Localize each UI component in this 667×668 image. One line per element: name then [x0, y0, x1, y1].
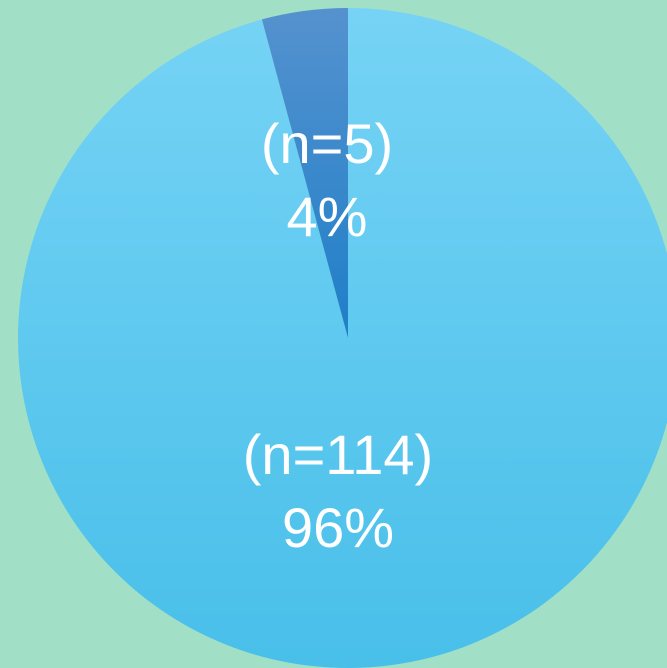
pie-labels: (n=114) 96% (n=5) 4% [243, 112, 433, 559]
slice-label-percent-small: 4% [287, 185, 368, 248]
slice-label-count-small: (n=5) [261, 112, 393, 175]
pie-slice-small [261, 8, 348, 338]
slice-label-count-large: (n=114) [243, 423, 433, 486]
slice-label-percent-large: 96% [282, 496, 394, 559]
pie-slice-large [18, 8, 667, 668]
pie-slices [18, 8, 667, 668]
